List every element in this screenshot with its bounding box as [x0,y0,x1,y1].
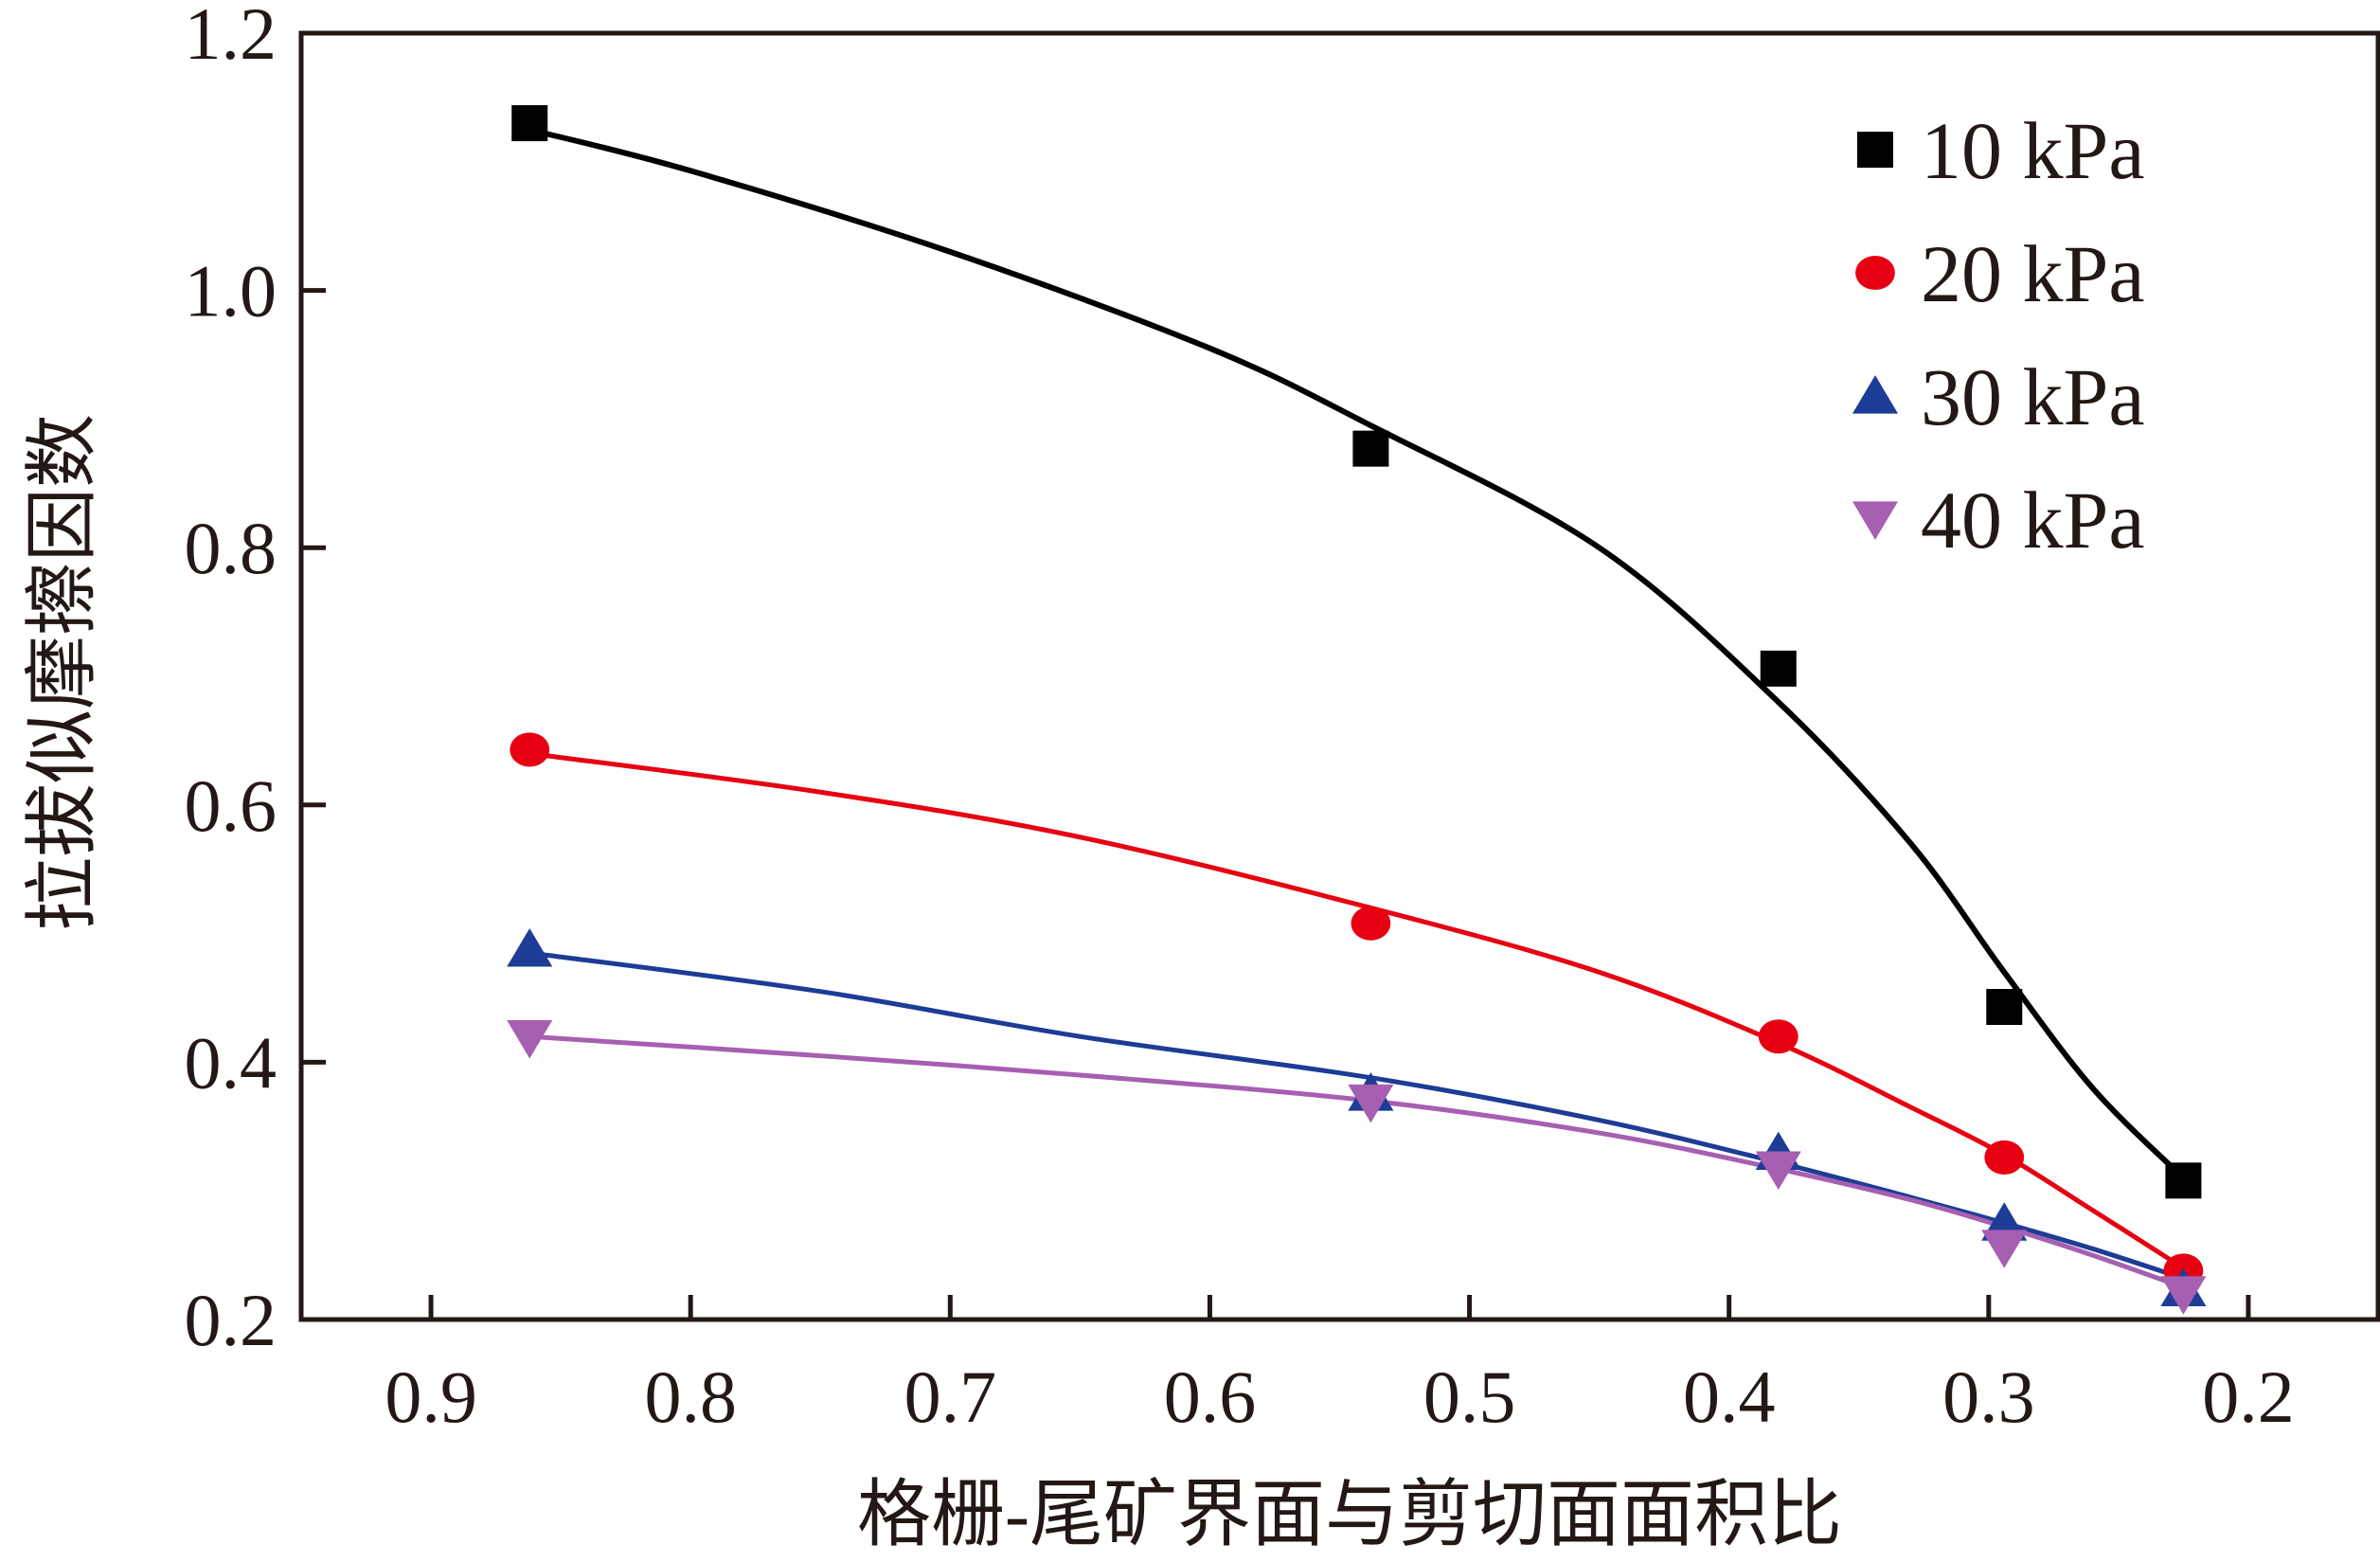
marker-series-3-point-3 [1981,1230,2028,1268]
y-tick-label-0: 0.2 [185,1279,277,1361]
marker-series-0-point-1 [1352,430,1389,467]
fit-line-series-0 [528,126,2186,1180]
x-tick-label-6: 0.3 [1942,1356,2035,1438]
legend-label-2: 30 kPa [1921,351,2145,442]
x-tick-label-7: 0.2 [2202,1356,2295,1438]
y-tick-label-3: 0.8 [185,507,277,589]
x-tick-label-1: 0.8 [644,1356,737,1438]
marker-series-3-point-4 [2160,1276,2207,1315]
marker-series-0-point-4 [2165,1162,2202,1199]
fit-line-series-2 [528,950,2185,1281]
x-tick-label-3: 0.6 [1164,1356,1257,1438]
data-markers [507,105,2207,1315]
x-tick-label-0: 0.9 [385,1356,477,1438]
legend-label-0: 10 kPa [1921,105,2145,196]
marker-series-3-point-2 [1755,1151,1801,1190]
marker-series-0-point-3 [1986,989,2023,1026]
marker-series-1-point-3 [1984,1140,2025,1175]
marker-series-0-point-0 [511,105,548,142]
y-tick-label-2: 0.6 [185,764,277,847]
marker-series-0-point-2 [1760,650,1797,687]
axes: 0.9 0.8 0.7 0.6 0.5 0.4 0.3 0.2 0.2 0.4 0.6 0.8 1.0 1… [185,0,2380,1438]
marker-series-3-point-0 [507,1020,553,1059]
legend-marker-2 [1852,375,1899,414]
marker-series-2-point-0 [507,928,553,967]
fit-line-series-1 [528,751,2185,1270]
marker-series-3-point-1 [1348,1084,1394,1123]
marker-series-1-point-2 [1758,1019,1798,1054]
x-tick-label-4: 0.5 [1423,1356,1516,1438]
legend-label-1: 20 kPa [1921,228,2145,319]
marker-series-1-point-0 [510,732,550,767]
y-axis-label: 拉拔似摩擦因数 [21,414,103,931]
y-tick-label-1: 0.4 [185,1021,277,1104]
y-tick-label-4: 1.0 [185,250,277,332]
y-tick-label-5: 1.2 [185,0,277,75]
legend-marker-0 [1857,132,1893,168]
marker-series-1-point-1 [1351,906,1391,941]
x-tick-label-5: 0.4 [1683,1356,1776,1438]
legend-marker-3 [1852,501,1899,540]
plot-frame [298,30,2380,1322]
legend: 10 kPa 20 kPa 30 kPa 40 kPa [1852,105,2145,566]
legend-marker-1 [1855,255,1895,291]
x-axis-label: 格栅-尾矿界面与剪切面面积比 [857,1473,1842,1555]
legend-label-3: 40 kPa [1921,475,2145,566]
x-tick-label-2: 0.7 [904,1356,997,1438]
